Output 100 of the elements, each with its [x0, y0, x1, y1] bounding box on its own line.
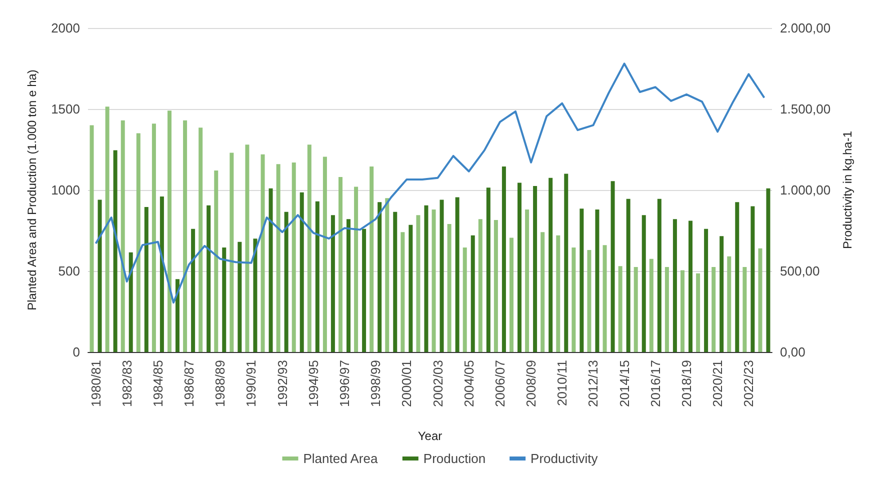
bar — [322, 156, 327, 352]
y-tick-label: 0 — [72, 344, 80, 360]
bar — [346, 219, 350, 352]
bar — [478, 219, 482, 352]
bar — [416, 215, 420, 352]
x-tick-label: 1986/87 — [182, 360, 197, 407]
bar — [704, 228, 708, 352]
bar — [408, 224, 413, 352]
y2-tick-label: 0,00 — [780, 344, 806, 360]
bar — [672, 219, 677, 352]
x-tick-label: 2008/09 — [524, 360, 539, 407]
y-tick-label: 1500 — [51, 102, 80, 116]
bar — [610, 181, 615, 352]
y-tick-label: 2000 — [51, 20, 80, 36]
x-tick-label: 1980/81 — [88, 360, 104, 407]
x-tick-label: 1984/85 — [150, 360, 166, 407]
bar — [378, 202, 382, 352]
bar — [260, 154, 265, 352]
bar — [307, 144, 312, 352]
bar — [664, 266, 669, 352]
bar — [354, 186, 358, 352]
bar — [750, 206, 755, 352]
bar — [284, 212, 288, 352]
x-tick-label: 2012/13 — [586, 360, 601, 407]
bar — [245, 144, 250, 352]
bar — [595, 209, 600, 352]
bar — [160, 196, 164, 352]
bar — [330, 215, 335, 352]
bar — [649, 258, 654, 352]
legend-label: Productivity — [530, 451, 598, 466]
bar — [432, 209, 436, 352]
bar — [113, 150, 118, 352]
bar — [144, 207, 148, 352]
bar — [136, 133, 140, 352]
bar — [564, 174, 568, 352]
x-tick-label: 2006/07 — [492, 360, 508, 407]
x-tick-label: 1988/89 — [212, 360, 228, 407]
bar — [222, 248, 226, 352]
x-tick-label: 1982/83 — [119, 360, 134, 407]
x-tick-label: 2022/23 — [741, 360, 756, 407]
x-tick-label: 2004/05 — [461, 360, 476, 407]
bar — [657, 198, 662, 352]
bar — [90, 125, 94, 352]
x-tick-label: 1998/99 — [368, 360, 384, 407]
bar — [696, 273, 700, 352]
bar — [462, 248, 467, 352]
x-tick-label: 1994/95 — [306, 360, 321, 407]
bar — [618, 266, 622, 352]
bar — [370, 166, 374, 352]
x-tick-label: 2014/15 — [616, 360, 632, 407]
bar — [362, 228, 366, 352]
bar — [338, 177, 342, 352]
bar — [502, 166, 506, 352]
bar — [688, 220, 692, 352]
legend-label: Planted Area — [303, 451, 378, 466]
x-tick-label: 1990/91 — [244, 360, 259, 407]
bar — [572, 248, 576, 352]
bar — [400, 232, 405, 352]
bar — [276, 164, 280, 352]
bar — [580, 208, 584, 352]
x-tick-label: 1992/93 — [274, 360, 290, 407]
bar — [424, 205, 428, 352]
bar — [758, 248, 762, 352]
bar — [183, 120, 188, 352]
bar — [268, 188, 273, 352]
bar — [315, 201, 320, 352]
bar — [292, 162, 296, 352]
x-tick-label: 2016/17 — [648, 360, 663, 407]
x-tick-label: 2010/11 — [554, 360, 570, 406]
bar — [712, 266, 716, 352]
bar — [120, 120, 125, 352]
bar — [634, 266, 638, 352]
bar — [176, 279, 180, 352]
bar — [642, 215, 646, 352]
bar — [128, 252, 133, 352]
bar — [238, 242, 242, 352]
bar — [680, 270, 684, 352]
bar — [168, 110, 172, 352]
bar — [105, 106, 110, 352]
x-tick-label: 1996/97 — [337, 360, 352, 407]
bar — [198, 128, 203, 352]
bar — [518, 182, 522, 352]
y2-tick-label: 1.000,00 — [780, 182, 831, 198]
x-tick-label: 2018/19 — [679, 360, 694, 407]
y2-axis-title: Productivity in kg.ha-1 — [840, 130, 855, 250]
y2-tick-label: 500,00 — [780, 264, 820, 278]
bar — [556, 235, 560, 352]
legend-label: Production — [423, 451, 486, 466]
y2-tick-label: 1.500,00 — [780, 102, 831, 116]
y-axis-title: Planted Area and Production (1.000 ton e ha) — [25, 70, 39, 310]
bar — [300, 192, 304, 352]
bar — [525, 209, 530, 352]
bar — [191, 228, 196, 352]
bar — [214, 170, 218, 352]
bar — [470, 235, 475, 352]
x-tick-label: 2000/01 — [399, 360, 414, 407]
bar — [230, 152, 234, 352]
bar — [548, 178, 553, 352]
bar — [602, 245, 607, 352]
y2-tick-label: 2.000,00 — [780, 20, 831, 36]
